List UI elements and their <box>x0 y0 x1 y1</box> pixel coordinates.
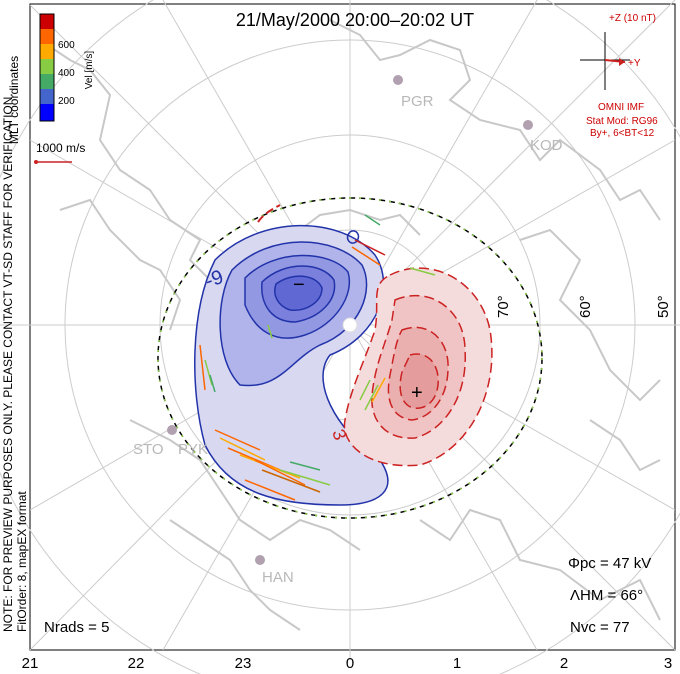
station-label-pgr: PGR <box>401 93 434 110</box>
potential-min-marker: − <box>293 274 305 296</box>
imf-source: OMNI IMF <box>598 102 644 113</box>
imf-z-label: +Z (10 nT) <box>609 13 656 24</box>
contour-fragment <box>257 204 281 223</box>
coords-label: MLT coordinates <box>7 56 21 144</box>
station-marker-sto <box>167 425 177 435</box>
pole-marker <box>342 317 358 333</box>
lat-label-70: 70° <box>495 295 512 318</box>
vector-scale-label: 1000 m/s <box>36 141 85 155</box>
station-marker-kod <box>523 120 533 130</box>
potential-max-marker: + <box>411 382 423 404</box>
station-markers <box>167 75 533 565</box>
mlt-tick-22: 22 <box>128 655 145 672</box>
vector-count: Nvc = 77 <box>570 619 630 636</box>
mlt-tick-0: 0 <box>346 655 354 672</box>
model-line-1: Stat Mod: RG96 <box>586 116 658 127</box>
map-title: 21/May/2000 20:00–20:02 UT <box>236 10 474 30</box>
vector-scale-dot <box>34 160 38 164</box>
lat-label-50: 50° <box>655 295 672 318</box>
velocity-vectors <box>199 214 436 501</box>
cross-polar-potential: Φpc = 47 kV <box>568 555 651 572</box>
lat-label-60: 60° <box>577 295 594 318</box>
imf-y-label: +Y <box>628 58 641 69</box>
station-label-pyk: PYK <box>178 441 208 458</box>
colorbar-tick-600: 600 <box>58 40 75 51</box>
mlt-tick-2: 2 <box>560 655 568 672</box>
radar-count: Nrads = 5 <box>44 619 109 636</box>
model-line-2: By+, 6<BT<12 <box>590 128 655 139</box>
negative-potential-cell <box>194 224 389 506</box>
preview-note: NOTE: FOR PREVIEW PURPOSES ONLY. PLEASE … <box>1 93 15 632</box>
positive-potential-cell <box>343 267 493 467</box>
station-marker-pgr <box>393 75 403 85</box>
station-label-sto: STO <box>133 441 164 458</box>
hm-boundary-green <box>157 197 543 519</box>
imf-clock <box>580 32 630 90</box>
mlt-tick-23: 23 <box>235 655 252 672</box>
station-label-kod: KOD <box>530 137 563 154</box>
colorbar-tick-400: 400 <box>58 68 75 79</box>
mlt-tick-3: 3 <box>664 655 672 672</box>
mlt-tick-1: 1 <box>453 655 461 672</box>
hm-latitude: ΛHM = 66° <box>570 587 643 604</box>
mlt-tick-21: 21 <box>22 655 39 672</box>
station-label-han: HAN <box>262 569 294 586</box>
colorbar-tick-200: 200 <box>58 96 75 107</box>
station-marker-han <box>255 555 265 565</box>
colorbar <box>39 13 55 122</box>
fit-order-note: FitOrder: 8, mapEX format <box>15 491 29 632</box>
contour-fragment-small <box>346 230 360 244</box>
colorbar-label: Vel [m/s] <box>84 51 95 90</box>
plot-frame <box>29 3 676 651</box>
